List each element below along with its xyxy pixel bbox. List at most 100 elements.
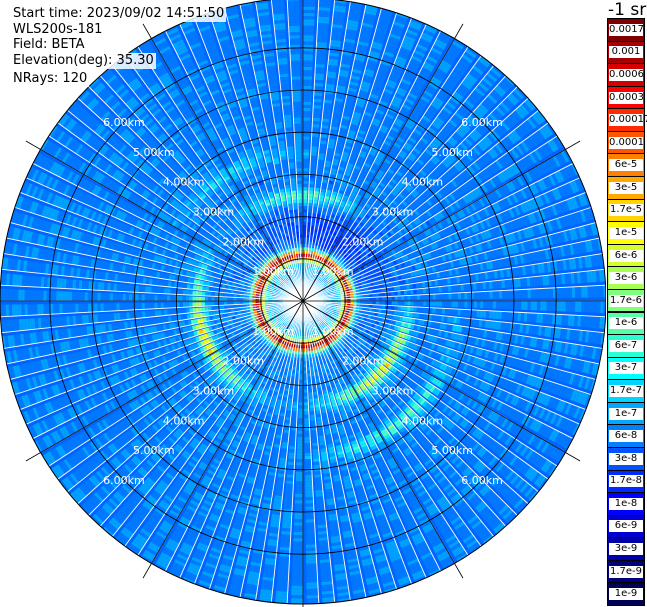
range-gate-cell — [505, 290, 509, 299]
range-gate-cell — [350, 173, 357, 179]
range-gate-cell — [349, 153, 357, 159]
range-gate-cell — [336, 172, 343, 178]
range-gate-cell — [327, 141, 335, 146]
range-gate-cell — [392, 21, 406, 28]
range-gate-cell — [596, 285, 601, 298]
range-gate-cell — [470, 301, 474, 308]
range-gate-cell — [600, 285, 604, 298]
range-gate-cell — [356, 132, 365, 138]
range-gate-cell — [347, 159, 355, 165]
range-gate-cell — [334, 181, 340, 187]
range-gate-cell — [420, 301, 424, 306]
range-gate-cell — [335, 94, 344, 100]
range-gate-cell — [343, 145, 352, 150]
range-gate-cell — [309, 174, 315, 179]
range-gate-cell — [488, 310, 493, 319]
range-gate-cell — [348, 129, 356, 135]
range-gate-cell — [394, 305, 398, 310]
range-gate-cell — [559, 287, 563, 298]
range-gate-cell — [333, 11, 346, 17]
range-gate-cell — [324, 93, 334, 98]
range-gate-cell — [423, 301, 427, 306]
range-gate-cell — [590, 285, 595, 298]
range-gate-cell — [422, 307, 427, 313]
range-gate-cell — [350, 120, 359, 126]
range-gate-cell — [495, 301, 500, 309]
range-gate-cell — [517, 312, 522, 322]
range-gate-cell — [347, 16, 360, 22]
range-gate-cell — [303, 60, 313, 64]
range-gate-cell — [337, 82, 347, 87]
range-gate-cell — [571, 301, 576, 312]
range-gate-cell — [320, 127, 329, 132]
range-gate-cell — [447, 308, 452, 315]
range-gate-cell — [322, 115, 330, 120]
range-gate-cell — [476, 291, 481, 299]
range-gate-cell — [370, 44, 383, 51]
range-gate-cell — [373, 35, 385, 42]
range-gate-cell — [356, 47, 368, 53]
range-gate-cell — [303, 202, 307, 207]
range-gate-cell — [340, 121, 349, 127]
range-gate-cell — [307, 218, 311, 223]
range-gate-cell — [309, 234, 313, 239]
range-gate-cell — [438, 293, 443, 300]
range-gate-cell — [323, 201, 329, 206]
range-gate-cell — [320, 185, 326, 190]
range-gate-cell — [511, 301, 516, 310]
range-gate-cell — [405, 32, 417, 40]
range-gate-cell — [365, 105, 375, 112]
range-gate-cell — [309, 231, 314, 236]
range-gate-cell — [344, 142, 352, 147]
range-gate-cell — [495, 290, 500, 299]
range-gate-cell — [315, 60, 326, 65]
range-gate-cell — [338, 72, 349, 78]
range-gate-cell — [326, 74, 336, 79]
range-gate-cell — [328, 135, 336, 140]
range-gate-cell — [432, 287, 436, 293]
range-gate-cell — [333, 152, 341, 157]
range-gate-cell — [337, 79, 348, 84]
range-gate-cell — [375, 28, 387, 36]
range-gate-cell — [303, 3, 315, 7]
range-gate-cell — [448, 301, 452, 307]
range-gate-cell — [577, 286, 582, 298]
range-gate-cell — [332, 113, 341, 118]
range-gate-cell — [486, 291, 490, 299]
range-gate-cell — [340, 183, 346, 189]
range-gate-cell — [334, 100, 343, 106]
range-gate-cell — [313, 197, 319, 201]
range-gate-cell — [362, 74, 373, 81]
range-gate-cell — [342, 151, 350, 156]
range-gate-cell — [379, 63, 390, 70]
range-gate-cell — [345, 168, 352, 174]
range-gate-cell — [369, 123, 379, 130]
range-gate-cell — [303, 63, 313, 67]
range-gate-cell — [344, 35, 356, 41]
range-gate-cell — [343, 109, 352, 114]
range-gate-cell — [303, 218, 307, 222]
range-gate-cell — [318, 7, 331, 12]
range-gate-cell — [303, 155, 309, 159]
range-gate-cell — [317, 22, 329, 27]
range-gate-cell — [467, 292, 471, 299]
range-gate-cell — [306, 221, 311, 226]
range-gate-cell — [324, 198, 329, 203]
range-gate-cell — [349, 81, 359, 87]
range-gate-cell — [349, 7, 362, 13]
range-gate-cell — [363, 13, 376, 19]
range-gate-cell — [324, 195, 330, 200]
range-gate-cell — [343, 174, 350, 180]
range-gate-cell — [342, 112, 351, 117]
range-gate-cell — [303, 240, 306, 245]
range-gate-cell — [353, 59, 364, 65]
range-gate-cell — [332, 20, 344, 26]
range-gate-cell — [413, 301, 417, 306]
range-gate-cell — [438, 308, 443, 314]
range-gate-cell — [366, 102, 376, 109]
range-gate-cell — [318, 256, 322, 261]
range-gate-cell — [317, 26, 329, 30]
range-gate-cell — [410, 295, 414, 300]
range-gate-cell — [314, 73, 325, 78]
range-gate-cell — [320, 214, 325, 219]
